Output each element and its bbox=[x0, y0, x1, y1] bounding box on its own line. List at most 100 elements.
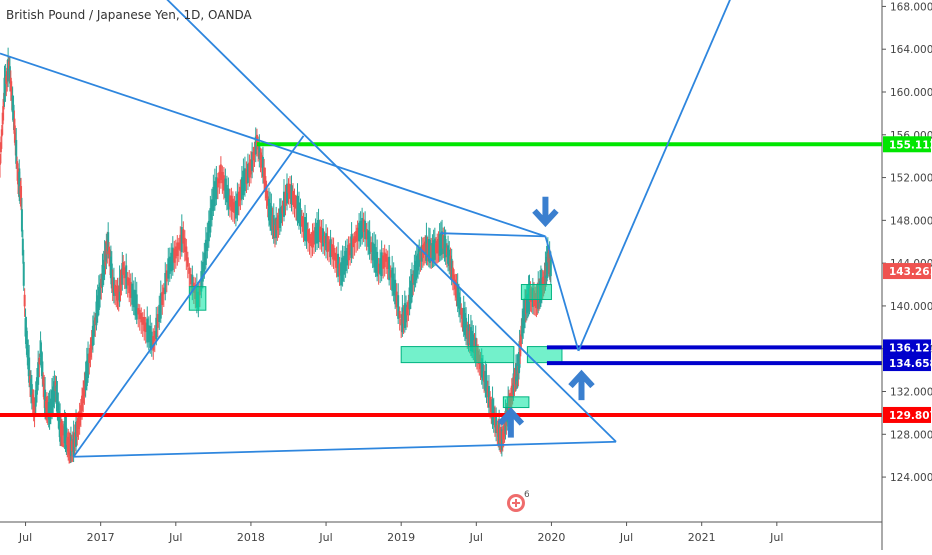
candle-body bbox=[116, 285, 119, 301]
candle-body bbox=[480, 358, 483, 378]
candle-body bbox=[115, 285, 118, 297]
candle-body bbox=[356, 227, 359, 241]
candle-body bbox=[95, 301, 98, 326]
y-tick-label: 132.000 bbox=[890, 387, 932, 399]
candle-body bbox=[39, 340, 42, 358]
candle-body bbox=[332, 245, 335, 260]
x-tick-label: Jul bbox=[318, 531, 332, 544]
candle-body bbox=[277, 215, 280, 228]
candle-body bbox=[450, 258, 453, 279]
candle-body bbox=[41, 361, 44, 379]
candle-body bbox=[376, 251, 379, 277]
price-label-bg bbox=[883, 136, 931, 153]
candle-body bbox=[25, 327, 28, 349]
candle-body bbox=[272, 215, 275, 239]
candle-body bbox=[147, 325, 150, 343]
candle-body bbox=[467, 324, 470, 346]
candle-body bbox=[24, 318, 27, 337]
candle-body bbox=[252, 152, 255, 161]
arrow-down-icon bbox=[532, 196, 559, 228]
candle-body bbox=[451, 267, 454, 281]
highlight-zone bbox=[400, 346, 515, 364]
candle-body bbox=[35, 377, 38, 395]
candle-body bbox=[389, 270, 392, 278]
candle-body bbox=[296, 195, 299, 222]
candle-body bbox=[179, 234, 182, 251]
candle-body bbox=[394, 279, 397, 305]
candle-body bbox=[264, 176, 267, 192]
candles-layer bbox=[0, 47, 552, 464]
price-labels-layer: 155.112 143.261 136.121 134.658 129.807 bbox=[883, 136, 932, 423]
candle-body bbox=[89, 344, 92, 358]
candle-body bbox=[459, 297, 462, 315]
candle-body bbox=[240, 177, 243, 200]
candle-body bbox=[72, 432, 75, 458]
candle-body bbox=[343, 255, 346, 275]
candle-body bbox=[40, 351, 43, 368]
candle-body bbox=[141, 316, 144, 325]
candle-body bbox=[213, 181, 216, 207]
candle-body bbox=[368, 231, 371, 255]
candle-body bbox=[281, 205, 284, 214]
candle-body bbox=[143, 316, 146, 332]
y-tick-label: 124.000 bbox=[890, 472, 932, 484]
candle-body bbox=[176, 242, 179, 256]
candle-body bbox=[347, 244, 350, 261]
candle-body bbox=[52, 386, 55, 408]
candle-body bbox=[33, 404, 36, 418]
candle-body bbox=[471, 330, 474, 352]
candle-body bbox=[479, 358, 482, 370]
candle-body bbox=[94, 317, 97, 325]
candle-body bbox=[316, 222, 319, 244]
price-label-text: 129.807 bbox=[889, 410, 932, 422]
tradingview-logo-icon[interactable]: 6 bbox=[505, 490, 530, 514]
candle-body bbox=[83, 380, 86, 396]
candle-body bbox=[448, 249, 451, 266]
candle-body bbox=[287, 183, 290, 193]
candle-body bbox=[110, 263, 113, 289]
candle-body bbox=[144, 322, 147, 333]
candle-body bbox=[23, 294, 26, 307]
candle-body bbox=[101, 264, 104, 288]
candle-body bbox=[0, 129, 3, 137]
candle-body bbox=[481, 363, 484, 381]
x-tick-label: 2019 bbox=[387, 531, 415, 544]
candle-body bbox=[355, 231, 358, 242]
candle-body bbox=[168, 256, 171, 274]
candle-body bbox=[81, 395, 84, 411]
candle-body bbox=[395, 291, 398, 308]
candle-body bbox=[22, 261, 25, 286]
candle-body bbox=[159, 293, 162, 319]
candle-body bbox=[335, 254, 338, 268]
candle-body bbox=[75, 421, 78, 447]
price-label-text: 134.658 bbox=[889, 358, 932, 370]
chart-title: British Pound / Japanese Yen, 1D, OANDA bbox=[6, 8, 252, 22]
candle-body bbox=[156, 313, 159, 328]
candle-body bbox=[350, 234, 353, 258]
candle-body bbox=[388, 256, 391, 281]
trend-line bbox=[577, 0, 731, 352]
arrow-head bbox=[497, 407, 525, 426]
candle-body bbox=[401, 307, 404, 333]
x-tick-label: Jul bbox=[18, 531, 32, 544]
candle-body bbox=[164, 273, 167, 294]
candle-body bbox=[397, 295, 400, 319]
candle-body bbox=[37, 362, 40, 385]
candle-body bbox=[456, 284, 459, 307]
x-tick-label: Jul bbox=[168, 531, 182, 544]
candle-body bbox=[305, 222, 308, 242]
candle-body bbox=[463, 313, 466, 336]
candle-body bbox=[222, 175, 225, 191]
candle-body bbox=[203, 252, 206, 272]
candle-body bbox=[284, 192, 287, 206]
candle-body bbox=[132, 289, 135, 308]
candle-body bbox=[417, 253, 420, 271]
candle-body bbox=[379, 258, 382, 275]
candle-body bbox=[426, 243, 429, 256]
candle-body bbox=[311, 231, 314, 248]
x-tick-label: 2017 bbox=[87, 531, 115, 544]
candle-body bbox=[328, 241, 331, 251]
candle-body bbox=[323, 236, 326, 244]
x-tick-label: 2020 bbox=[537, 531, 565, 544]
candle-body bbox=[4, 74, 7, 96]
